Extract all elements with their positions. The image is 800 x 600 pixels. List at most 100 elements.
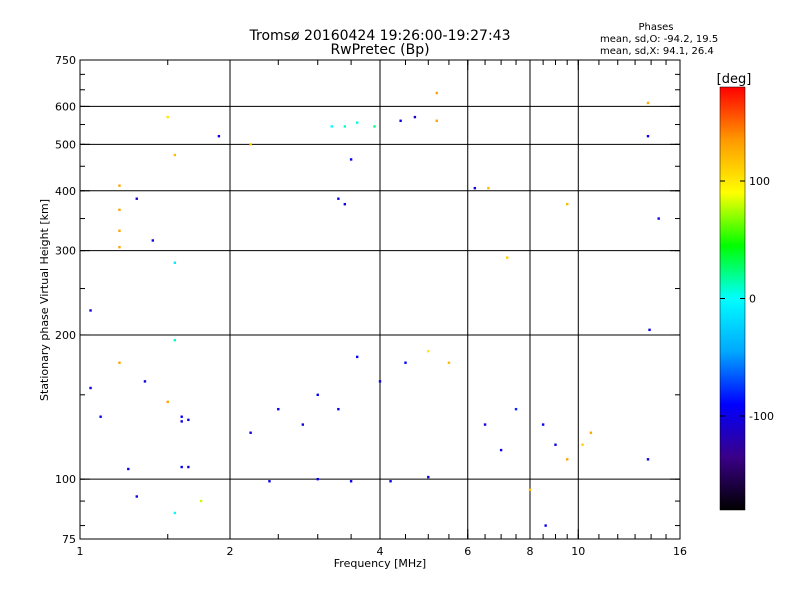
data-point (89, 309, 92, 312)
data-point (646, 101, 650, 105)
y-tick-label: 600 (55, 100, 76, 113)
phases-o-stats: mean, sd,O: -94.2, 19.5 (600, 34, 719, 45)
data-point (435, 119, 438, 122)
data-point (581, 443, 584, 446)
data-point (143, 380, 147, 383)
data-point (589, 431, 593, 434)
x-tick-label: 2 (227, 545, 234, 558)
data-point (180, 420, 183, 423)
x-tick-label: 16 (673, 545, 687, 558)
y-axis-label: Stationary phase Virtual Height [km] (38, 199, 51, 401)
phases-x-stats: mean, sd,X: 94.1, 26.4 (600, 46, 714, 57)
data-point (187, 465, 190, 469)
chart-title-line1: Tromsø 20160424 19:26:00-19:27:43 (249, 28, 511, 44)
data-point (118, 245, 121, 249)
data-point (217, 134, 221, 138)
phases-summary: Phases mean, sd,O: -94.2, 19.5 mean, sd,… (600, 22, 800, 58)
y-tick-label: 400 (55, 185, 76, 198)
data-point (554, 443, 557, 446)
data-point (427, 349, 430, 353)
data-point (355, 355, 359, 359)
x-tick-label: 4 (377, 545, 384, 558)
x-tick-label: 10 (571, 545, 585, 558)
data-point (180, 465, 183, 469)
data-point (118, 361, 121, 364)
data-point (528, 488, 532, 492)
colorbar-tick-label: 100 (749, 175, 770, 188)
data-point (505, 256, 509, 259)
y-tick-label: 500 (55, 138, 76, 151)
data-point (173, 511, 177, 515)
data-point (166, 115, 169, 119)
data-point (166, 400, 169, 404)
data-point (413, 115, 417, 119)
data-point (118, 184, 121, 187)
data-point (330, 125, 333, 128)
x-tick-label: 1 (77, 545, 84, 558)
data-point (268, 480, 271, 483)
colorbar-tick-label: -100 (749, 410, 774, 423)
data-points-layer (89, 91, 660, 527)
data-point (648, 328, 651, 332)
data-point (373, 125, 376, 128)
y-tick-label: 300 (55, 245, 76, 258)
data-point (135, 495, 138, 498)
x-tick-label: 8 (527, 545, 534, 558)
data-point (447, 361, 451, 364)
data-point (514, 407, 518, 411)
data-point (277, 407, 280, 411)
data-point (435, 91, 438, 95)
x-tick-label: 6 (464, 545, 471, 558)
data-point (565, 458, 569, 461)
data-point (118, 208, 121, 212)
data-point (399, 119, 402, 122)
data-point (301, 423, 305, 426)
data-point (337, 407, 340, 411)
data-point (343, 202, 347, 206)
data-point (343, 125, 347, 128)
colorbar-ticks: 100 0 -100 (720, 175, 774, 423)
data-point (646, 458, 650, 461)
y-tick-label: 100 (55, 473, 76, 486)
colorbar-unit-label: [deg] (717, 72, 752, 87)
data-point (199, 499, 203, 503)
data-point (487, 186, 490, 190)
data-point (427, 475, 430, 479)
data-point (89, 386, 92, 390)
data-point (173, 153, 177, 157)
data-point (349, 480, 353, 483)
data-point (135, 197, 138, 200)
data-point (483, 423, 487, 426)
data-point (173, 339, 177, 342)
data-point (378, 380, 382, 383)
y-tick-label: 750 (55, 54, 76, 67)
data-point (173, 261, 177, 264)
y-axis-ticks: 75 100 200 300 400 500 600 750 (55, 54, 680, 546)
data-point (657, 217, 660, 220)
data-point (118, 229, 121, 232)
data-point (389, 480, 392, 483)
data-point (249, 143, 252, 146)
data-point (127, 467, 130, 471)
data-point (99, 415, 102, 418)
data-point (565, 202, 569, 206)
grid-layer (80, 60, 680, 539)
data-point (544, 524, 547, 527)
data-point (316, 393, 319, 397)
data-point (337, 197, 340, 200)
data-point (151, 239, 155, 242)
data-point (541, 423, 545, 426)
colorbar-tick-label: 0 (749, 293, 756, 306)
y-tick-label: 200 (55, 329, 76, 342)
data-point (355, 121, 359, 124)
x-axis-ticks: 1 2 4 6 8 10 16 (77, 60, 687, 558)
data-point (404, 361, 407, 364)
chart-title-line2: RwPretec (Bp) (330, 42, 430, 58)
data-point (349, 158, 353, 161)
phases-heading: Phases (638, 22, 674, 33)
data-point (187, 418, 190, 422)
data-point (499, 448, 503, 452)
y-tick-label: 75 (62, 533, 76, 546)
data-point (316, 477, 319, 481)
